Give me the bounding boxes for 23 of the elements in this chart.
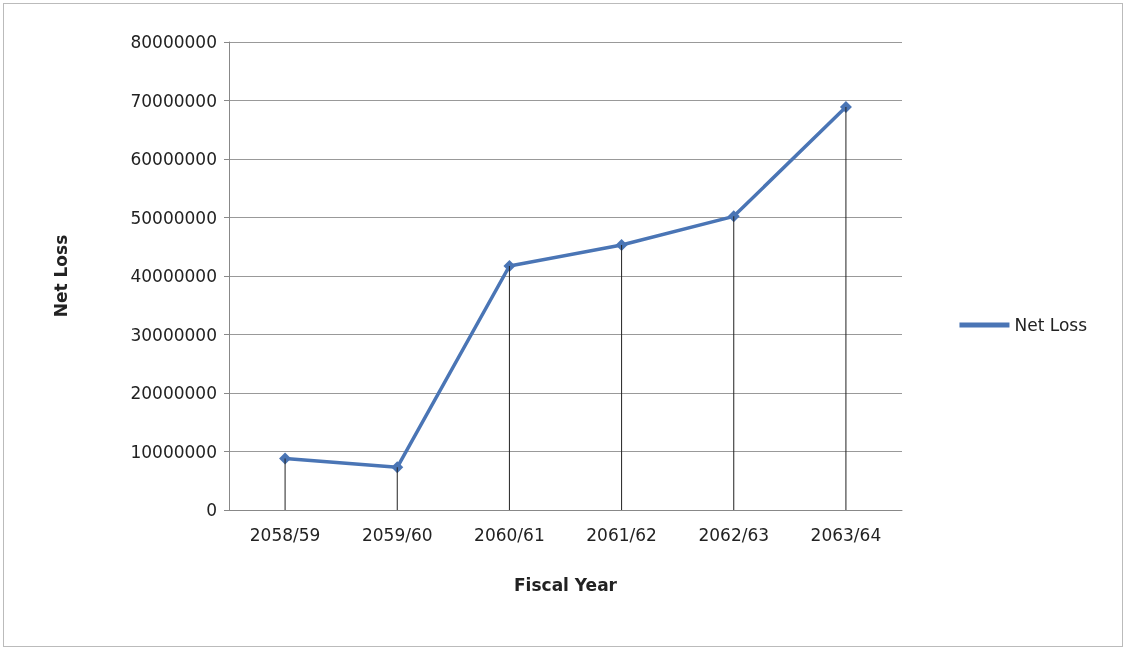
y-tick-label: 30000000 (130, 324, 217, 345)
x-tick-label: 2058/59 (249, 524, 321, 545)
point (615, 238, 628, 251)
x-tick-label: 2059/60 (361, 524, 433, 545)
y-tick-label: 20000000 (130, 383, 217, 403)
x-axis-title: Fiscal Year (514, 574, 618, 595)
x-tick-label: 2062/63 (698, 524, 770, 545)
point (503, 260, 516, 273)
y-tick-label: 10000000 (130, 441, 217, 462)
x-tick-label: 2060/61 (474, 524, 545, 545)
y-axis-title: Net Loss (50, 234, 71, 318)
y-tick-label: 80000000 (130, 32, 217, 52)
y-tick-label: 0 (206, 500, 217, 520)
y-tick-label: 70000000 (130, 90, 217, 111)
x-tick-label: 2063/64 (810, 524, 882, 545)
y-tick-label: 50000000 (130, 207, 217, 228)
point (839, 100, 852, 113)
legend-label: Net Loss (1014, 315, 1088, 335)
x-tick-label: 2061/62 (586, 524, 657, 545)
y-tick-label: 60000000 (130, 149, 217, 169)
point (391, 461, 404, 474)
y-tick-label: 40000000 (130, 266, 217, 286)
point (727, 210, 740, 223)
